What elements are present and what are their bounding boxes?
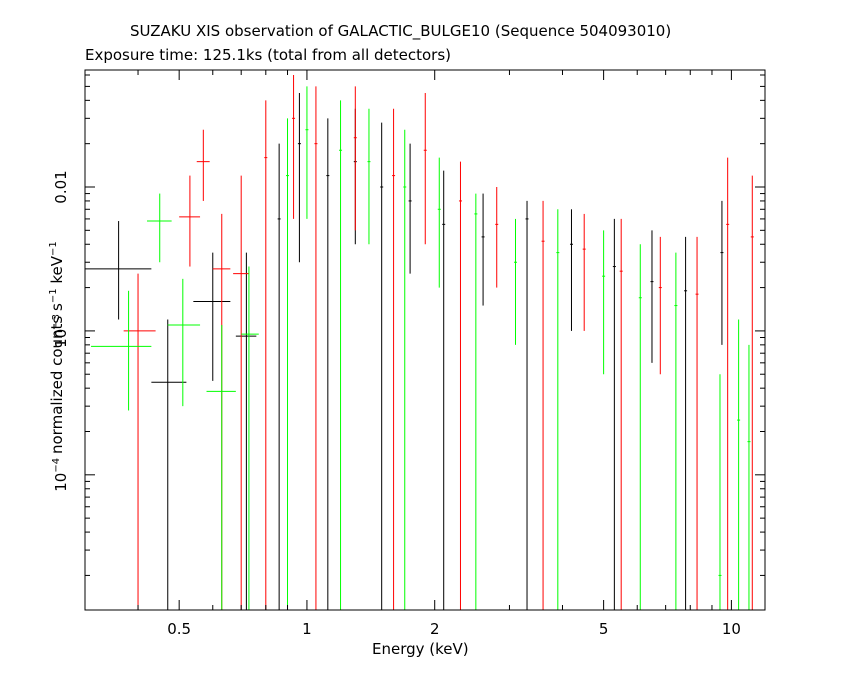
series-2	[91, 86, 751, 610]
x-tick-label-1: 1	[302, 620, 312, 638]
x-axis-label: Energy (keV)	[372, 640, 469, 658]
y-axis-label-unit: keV	[48, 255, 66, 289]
chart-title: SUZAKU XIS observation of GALACTIC_BULGE…	[130, 22, 672, 40]
chart-subtitle: Exposure time: 125.1ks (total from all d…	[85, 46, 452, 64]
y-tick-label-0: 10−4	[51, 458, 70, 492]
y-axis-label-text: normalized counts s	[48, 303, 66, 454]
y-axis-label-exp1: −1	[48, 288, 59, 304]
y-axis-label: normalized counts s−1 keV−1	[48, 241, 66, 454]
y-axis-label-exp2: −1	[48, 241, 59, 256]
series-0	[85, 92, 724, 610]
x-tick-label-2: 2	[430, 620, 440, 638]
data-layer	[85, 75, 754, 610]
series-1	[123, 75, 754, 610]
y-tick-label-exp-1: −3	[51, 314, 62, 329]
y-tick-label-exp-0: −4	[51, 458, 62, 473]
y-tick-label-2: 0.01	[52, 170, 70, 203]
x-tick-label-0: 0.5	[167, 620, 191, 638]
x-tick-label-3: 5	[599, 620, 609, 638]
x-tick-label-4: 10	[722, 620, 741, 638]
plot-frame	[84, 69, 766, 611]
